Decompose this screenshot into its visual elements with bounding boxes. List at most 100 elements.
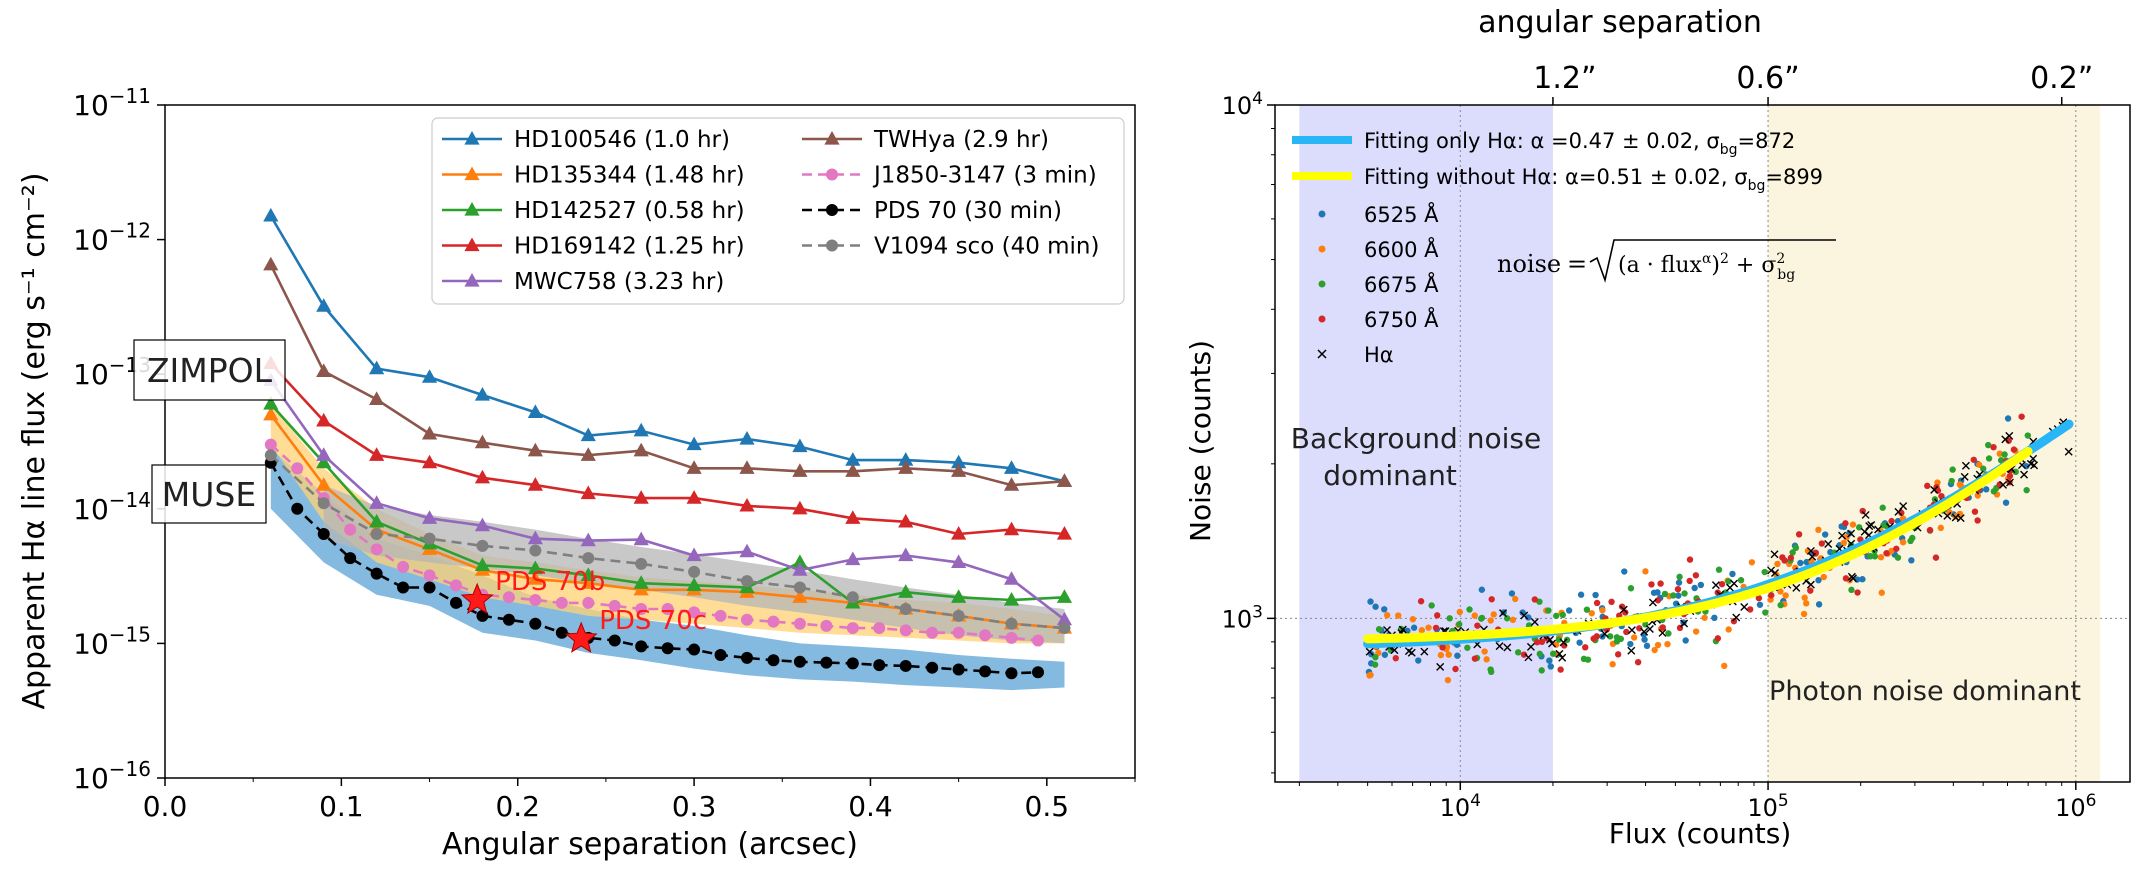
scatter-point-1 xyxy=(1878,589,1885,596)
legend-marker xyxy=(464,166,480,181)
scatter-point-0 xyxy=(1821,531,1829,538)
scatter-point-3 xyxy=(1654,597,1662,604)
series-0-point xyxy=(263,207,279,222)
series-3-point xyxy=(792,500,808,515)
scatter-point-2 xyxy=(1681,590,1688,597)
halpha-point xyxy=(1526,642,1535,651)
fit-legend-label: Fitting without Hα: α=0.51 ± 0.02, σbg=8… xyxy=(1364,165,1823,194)
scatter-point-1 xyxy=(1801,594,1808,601)
series-6-point xyxy=(582,596,595,609)
left-y-axis-label: Apparent Hα line flux (erg s⁻¹ cm⁻²) xyxy=(17,172,52,709)
series-0-point xyxy=(1003,460,1020,474)
halpha-point xyxy=(1806,546,1815,555)
planet-label-0: PDS 70b xyxy=(495,567,605,597)
series-5-point xyxy=(898,460,914,474)
left-x-tick-label: 0.2 xyxy=(495,790,540,823)
series-4-point xyxy=(898,547,914,562)
series-6-point xyxy=(952,626,965,639)
right-y-ticks: 103 104 xyxy=(1222,89,1275,774)
halpha-point xyxy=(1503,643,1512,652)
series-3-point xyxy=(686,490,702,504)
series-2-point xyxy=(951,589,967,603)
scatter-point-0 xyxy=(1454,652,1461,659)
scatter-point-3 xyxy=(1434,612,1441,619)
zimpol-annotation: ZIMPOL xyxy=(133,339,286,401)
halpha-point xyxy=(1600,629,1609,638)
left-x-axis-label: Angular separation (arcsec) xyxy=(442,827,858,862)
scatter-point-2 xyxy=(1725,578,1732,585)
series-6-point xyxy=(397,560,410,573)
scatter-point-1 xyxy=(1937,524,1945,532)
series-7-point xyxy=(714,649,727,662)
scatter-point-2 xyxy=(1545,607,1552,614)
halpha-point xyxy=(1999,480,2008,489)
scatter-point-1 xyxy=(1599,607,1606,614)
scatter-point-0 xyxy=(1675,592,1682,599)
scatter-point-3 xyxy=(1533,639,1541,646)
scatter-point-2 xyxy=(1456,621,1463,628)
scatter-point-0 xyxy=(1675,579,1683,586)
series-7-point xyxy=(820,656,833,669)
right-x-tick-label: 104 xyxy=(1440,791,1481,822)
series-7-point xyxy=(450,596,462,609)
scatter-point-3 xyxy=(1417,598,1425,605)
scatter-point-2 xyxy=(1446,615,1453,622)
scatter-point-1 xyxy=(1721,662,1728,670)
scatter-point-3 xyxy=(1471,655,1479,662)
series-6-point xyxy=(529,594,542,607)
scatter-point-2 xyxy=(1792,544,1800,552)
series-2-point xyxy=(1003,592,1020,606)
noise-fit-curves xyxy=(1363,419,2074,649)
halpha-point xyxy=(2005,478,2014,487)
scatter-point-0 xyxy=(1803,558,1810,566)
scatter-point-1 xyxy=(1437,651,1445,659)
halpha-point xyxy=(1658,628,1667,637)
scatter-point-0 xyxy=(1908,557,1915,564)
series-8-point xyxy=(370,527,383,540)
halpha-point xyxy=(1792,583,1801,592)
uncertainty-band-1 xyxy=(270,404,1065,644)
halpha-point xyxy=(1874,525,1883,534)
series-4-point xyxy=(686,547,702,562)
right-x-axis-label: Flux (counts) xyxy=(1609,817,1792,850)
series-3-point xyxy=(474,469,491,484)
scatter-point-2 xyxy=(1948,477,1955,485)
scatter-point-3 xyxy=(1488,596,1495,603)
scatter-point-2 xyxy=(1514,649,1522,656)
halpha-point xyxy=(1824,540,1833,549)
series-3-point xyxy=(739,497,755,512)
series-6-point xyxy=(926,626,939,639)
series-8-point xyxy=(529,544,542,557)
scatter-point-0 xyxy=(1592,591,1599,599)
formula-equals: = xyxy=(1567,250,1587,278)
left-x-tick-label: 0.5 xyxy=(1025,790,1070,823)
series-line-2 xyxy=(269,403,1065,605)
series-8-point xyxy=(264,449,277,462)
scatter-point-1 xyxy=(1774,560,1781,568)
scatter-point-1 xyxy=(1815,526,1822,534)
scatter-point-3 xyxy=(1971,508,1979,515)
scatter-point-2 xyxy=(1867,553,1874,560)
scatter-point-2 xyxy=(1855,524,1863,531)
series-5-point xyxy=(739,460,755,474)
scatter-point-1 xyxy=(1701,614,1708,621)
scatter-point-2 xyxy=(1553,612,1560,620)
series-5-point xyxy=(951,463,967,477)
series-4-point xyxy=(845,551,861,566)
scatter-point-2 xyxy=(1538,667,1545,674)
series-7-point xyxy=(1032,666,1044,679)
series-0-point xyxy=(316,298,332,312)
series-5-point xyxy=(474,434,491,449)
scatter-legend-marker xyxy=(1318,315,1326,323)
halpha-point xyxy=(2005,431,2014,440)
scatter-point-1 xyxy=(1490,611,1497,618)
fit-curve-1 xyxy=(1363,446,2033,644)
scatter-point-1 xyxy=(1974,492,1981,499)
left-y-tick-label: 10−11 xyxy=(73,84,151,122)
series-4-point xyxy=(580,532,596,547)
scatter-point-1 xyxy=(1512,595,1519,603)
series-5-point xyxy=(686,460,702,474)
scatter-point-0 xyxy=(1983,486,1990,493)
series-5-point xyxy=(580,447,596,461)
halpha-point xyxy=(1951,513,1960,522)
